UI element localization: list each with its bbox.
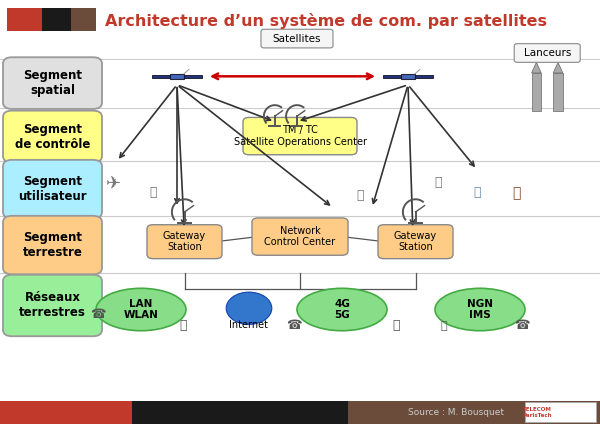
Text: LAN
WLAN: LAN WLAN bbox=[124, 299, 158, 320]
Circle shape bbox=[226, 292, 272, 324]
Text: 🏠: 🏠 bbox=[512, 186, 520, 200]
Text: Satellites: Satellites bbox=[273, 33, 321, 44]
Text: ☎: ☎ bbox=[286, 319, 302, 332]
FancyBboxPatch shape bbox=[401, 74, 415, 79]
Bar bbox=[348, 401, 600, 424]
Text: ☎: ☎ bbox=[514, 319, 530, 332]
Bar bbox=[7, 8, 42, 31]
Text: Segment
utilisateur: Segment utilisateur bbox=[18, 175, 87, 203]
Text: 💻: 💻 bbox=[179, 319, 187, 332]
Bar bbox=[184, 75, 202, 78]
Text: TELECOM
ParisTech: TELECOM ParisTech bbox=[522, 407, 552, 418]
Text: Lanceurs: Lanceurs bbox=[524, 48, 571, 58]
Text: Réseaux
terrestres: Réseaux terrestres bbox=[19, 291, 86, 320]
Bar bbox=[132, 401, 348, 424]
Bar bbox=[383, 75, 401, 78]
Text: Segment
de contrôle: Segment de contrôle bbox=[15, 123, 90, 151]
Bar bbox=[0, 401, 132, 424]
Ellipse shape bbox=[297, 288, 387, 331]
Text: 📡: 📡 bbox=[392, 319, 400, 332]
FancyBboxPatch shape bbox=[252, 218, 348, 255]
Text: 4G
5G: 4G 5G bbox=[334, 299, 350, 320]
Text: Gateway
Station: Gateway Station bbox=[163, 231, 206, 252]
Text: Gateway
Station: Gateway Station bbox=[394, 231, 437, 252]
FancyBboxPatch shape bbox=[3, 160, 102, 218]
FancyBboxPatch shape bbox=[261, 29, 333, 48]
Text: Architecture d’un système de com. par satellites: Architecture d’un système de com. par sa… bbox=[105, 13, 547, 29]
FancyBboxPatch shape bbox=[243, 117, 357, 155]
FancyBboxPatch shape bbox=[3, 111, 102, 162]
Polygon shape bbox=[553, 62, 563, 73]
Bar bbox=[553, 73, 563, 111]
Text: 🚗: 🚗 bbox=[434, 176, 442, 189]
Text: Segment
spatial: Segment spatial bbox=[23, 69, 82, 97]
Bar bbox=[525, 402, 596, 422]
Text: ☎: ☎ bbox=[90, 308, 106, 321]
Text: 📱: 📱 bbox=[440, 321, 448, 331]
Ellipse shape bbox=[96, 288, 186, 331]
FancyBboxPatch shape bbox=[170, 74, 184, 79]
Text: ✈: ✈ bbox=[106, 176, 122, 193]
FancyBboxPatch shape bbox=[3, 275, 102, 336]
Bar bbox=[532, 73, 541, 111]
Bar bbox=[42, 8, 71, 31]
Text: Internet: Internet bbox=[229, 320, 269, 330]
FancyBboxPatch shape bbox=[147, 225, 222, 259]
Text: Source : M. Bousquet: Source : M. Bousquet bbox=[408, 408, 504, 417]
Text: 👤: 👤 bbox=[473, 187, 481, 199]
Text: NGN
IMS: NGN IMS bbox=[467, 299, 493, 320]
Text: 🚚: 🚚 bbox=[356, 189, 364, 201]
FancyBboxPatch shape bbox=[3, 216, 102, 274]
Ellipse shape bbox=[435, 288, 525, 331]
Text: Segment
terrestre: Segment terrestre bbox=[23, 231, 82, 259]
Bar bbox=[152, 75, 170, 78]
FancyBboxPatch shape bbox=[3, 57, 102, 109]
Bar bbox=[415, 75, 433, 78]
Polygon shape bbox=[532, 62, 541, 73]
FancyBboxPatch shape bbox=[378, 225, 453, 259]
Text: Network
Control Center: Network Control Center bbox=[265, 226, 335, 247]
FancyBboxPatch shape bbox=[514, 44, 580, 62]
Bar bbox=[71, 8, 96, 31]
Text: ⛵: ⛵ bbox=[149, 187, 157, 199]
Text: TM / TC
Satellite Operations Center: TM / TC Satellite Operations Center bbox=[233, 126, 367, 147]
